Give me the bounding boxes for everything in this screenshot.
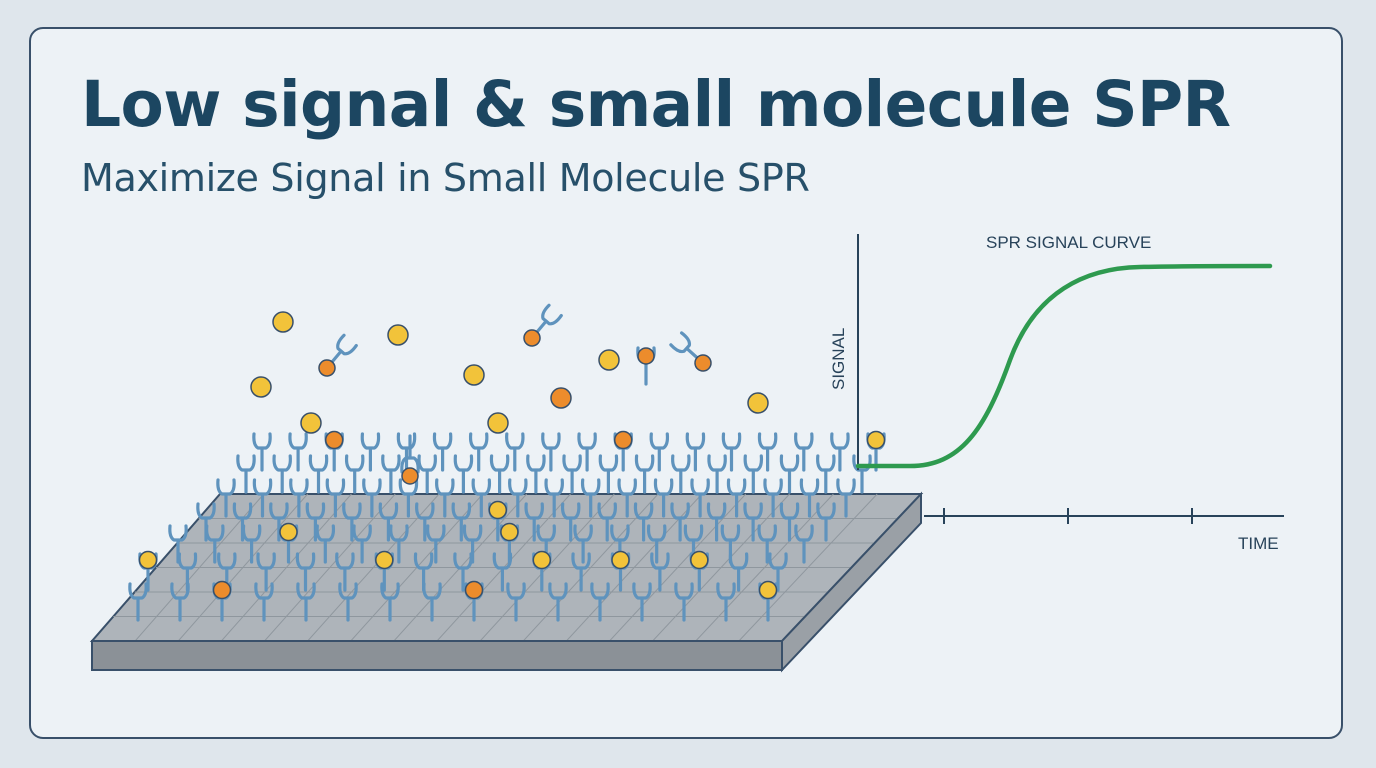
free-molecule: [250, 376, 272, 398]
immobilized-antibody: [138, 550, 158, 592]
free-molecule: [387, 324, 409, 346]
immobilized-antibody: [360, 432, 381, 472]
free-complexes: [318, 303, 712, 485]
floating-complex: [636, 346, 656, 386]
free-molecule: [463, 364, 485, 386]
immobilized-antibody: [308, 454, 329, 494]
immobilized-antibody: [598, 454, 619, 494]
immobilized-antibody: [852, 454, 872, 494]
chip-side-face: [781, 491, 922, 673]
immobilized-antibody: [212, 580, 232, 622]
floating-complex: [669, 331, 712, 372]
free-molecule: [550, 387, 572, 409]
bound-molecule: [464, 580, 484, 600]
bound-molecule: [212, 580, 232, 600]
bound-molecule: [488, 500, 508, 520]
spr-graph: SPR SIGNAL CURVE SIGNAL TIME: [829, 233, 1284, 553]
free-molecule: [272, 311, 294, 333]
bound-molecule: [375, 550, 394, 570]
immobilized-antibody: [532, 550, 552, 592]
immobilized-antibody: [505, 432, 525, 472]
antibody-layer: [128, 430, 886, 622]
immobilized-antibody: [689, 550, 710, 592]
bound-molecule: [758, 580, 778, 600]
immobilized-antibody: [288, 432, 308, 472]
signal-curve: [855, 263, 1273, 469]
immobilized-antibody: [499, 522, 520, 564]
floating-complex: [318, 333, 358, 377]
chip-front-face: [91, 640, 783, 671]
immobilized-antibody: [374, 550, 395, 592]
bound-molecule: [613, 430, 633, 450]
immobilized-antibody: [671, 454, 691, 494]
page-title: Low signal & small molecule SPR: [81, 68, 1231, 141]
floating-complex: [400, 434, 420, 485]
immobilized-antibody: [866, 430, 886, 472]
immobilized-antibody: [526, 454, 546, 494]
immobilized-antibody: [381, 454, 401, 494]
page-subtitle: Maximize Signal in Small Molecule SPR: [81, 156, 810, 200]
immobilized-antibody: [610, 550, 631, 592]
x-axis-label: TIME: [1238, 534, 1279, 553]
graph-label: SPR SIGNAL CURVE: [986, 233, 1151, 252]
immobilized-antibody: [464, 580, 484, 622]
free-molecules: [250, 311, 769, 434]
immobilized-antibody: [758, 580, 778, 622]
immobilized-antibody: [236, 454, 256, 494]
immobilized-antibody: [344, 454, 365, 494]
immobilized-antibody: [743, 454, 764, 494]
y-axis-label: SIGNAL: [829, 328, 848, 390]
immobilized-antibody: [634, 454, 655, 494]
immobilized-antibody: [779, 454, 800, 494]
bound-molecule: [532, 550, 552, 570]
immobilized-antibody: [541, 432, 561, 472]
free-molecule: [300, 412, 322, 434]
free-molecule: [747, 392, 769, 414]
immobilized-antibody: [278, 522, 299, 564]
immobilized-antibody: [252, 432, 272, 472]
immobilized-antibody: [707, 454, 727, 494]
sensor-chip: [89, 491, 924, 673]
immobilized-antibody: [613, 430, 633, 472]
free-molecule: [598, 349, 620, 371]
immobilized-antibody: [577, 432, 597, 472]
floating-complex: [523, 303, 563, 347]
immobilized-antibody: [324, 430, 344, 472]
bound-molecule: [611, 550, 630, 570]
immobilized-antibody: [816, 454, 836, 494]
immobilized-antibody: [453, 454, 474, 494]
bound-molecule: [500, 522, 519, 542]
bound-molecule: [324, 430, 344, 450]
free-molecule: [487, 412, 509, 434]
immobilized-antibody: [488, 500, 508, 542]
immobilized-antibody: [417, 454, 437, 494]
immobilized-antibody: [432, 432, 453, 472]
bound-molecule: [690, 550, 709, 570]
immobilized-antibody: [489, 454, 510, 494]
bound-molecule: [866, 430, 886, 450]
bound-molecule: [279, 522, 298, 542]
bound-molecule: [138, 550, 158, 570]
immobilized-antibody: [272, 454, 292, 494]
immobilized-antibody: [562, 454, 582, 494]
immobilized-antibody: [468, 432, 489, 472]
